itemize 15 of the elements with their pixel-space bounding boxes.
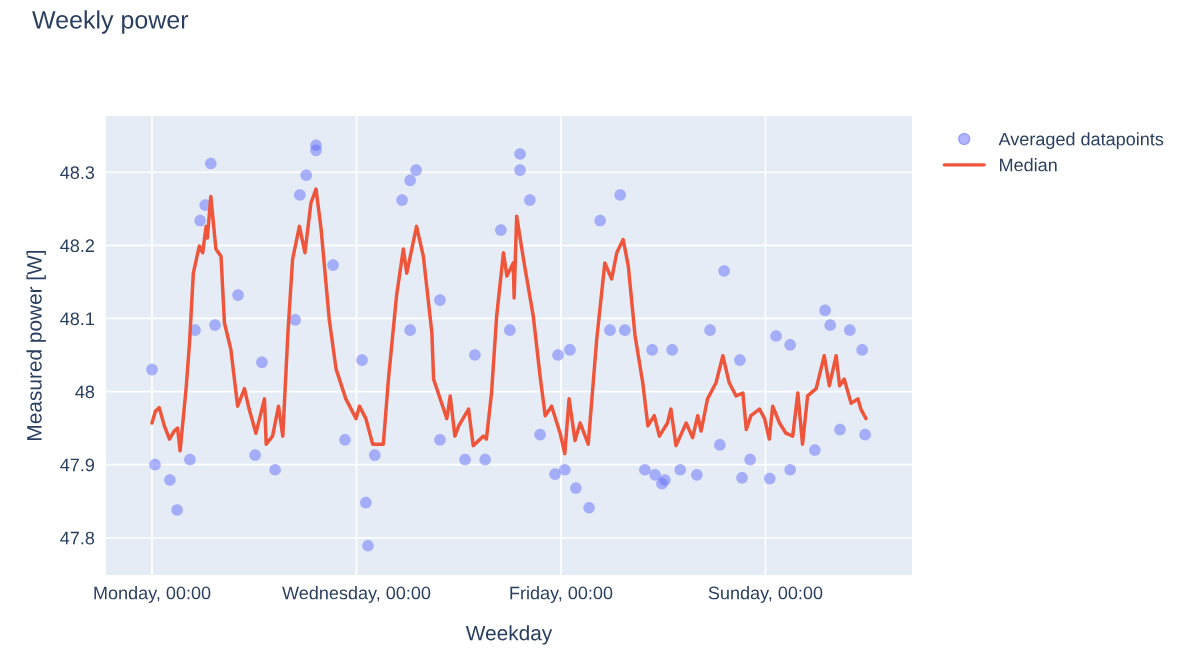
y-tick-label: 48.2 — [60, 239, 94, 253]
y-tick-label: 48.3 — [60, 166, 95, 179]
x-tick-label: Sunday, 00:00 — [708, 586, 823, 603]
x-tick-label: Wednesday, 00:00 — [282, 586, 431, 603]
legend-label: Averaged datapoints — [998, 132, 1164, 150]
y-tick-label: 48 — [75, 385, 95, 399]
chart-title: Weekly power — [32, 10, 189, 34]
x-tick-label: Monday, 00:00 — [94, 586, 211, 603]
y-tick-label: 47.8 — [60, 531, 95, 545]
x-axis-title: Weekday — [465, 625, 553, 645]
y-axis-title: Measured power [W] — [26, 250, 46, 440]
x-tick-label: Friday, 00:00 — [510, 586, 613, 603]
legend-label: Median — [1000, 158, 1057, 172]
y-tick-label: 47.9 — [60, 458, 95, 472]
y-tick-label: 48.1 — [60, 312, 95, 326]
